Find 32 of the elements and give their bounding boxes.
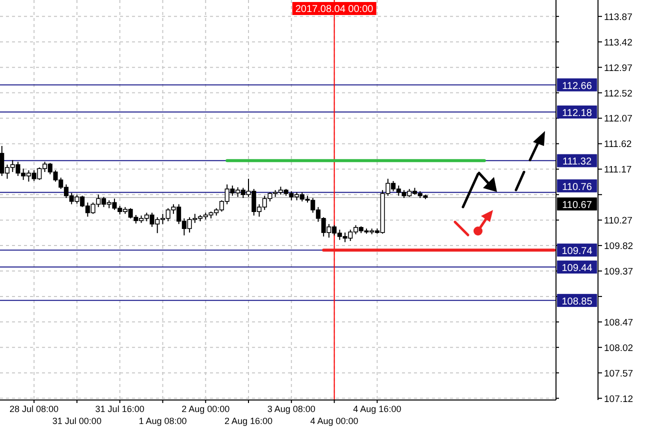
x-tick-label: 2 Aug 00:00 (182, 404, 230, 414)
y-tick-label: 113.42 (604, 37, 632, 48)
x-tick-label: 4 Aug 00:00 (310, 416, 358, 426)
y-tick-label: 108.47 (604, 317, 634, 328)
ref-line-label: 109.44 (562, 263, 593, 274)
x-tick-label: 31 Jul 16:00 (95, 404, 144, 414)
ref-line-label: 112.18 (562, 108, 592, 120)
y-tick-label: 113.87 (604, 12, 632, 23)
x-tick-label: 31 Jul 00:00 (52, 416, 102, 426)
y-tick-label: 107.12 (604, 394, 634, 405)
y-tick-label: 109.82 (604, 241, 634, 252)
x-tick-label: 1 Aug 08:00 (138, 416, 187, 426)
y-tick-label: 112.97 (604, 62, 632, 74)
ref-line-label: 112.66 (562, 80, 592, 92)
ref-line-label: 111.32 (562, 156, 592, 168)
x-tick-label: 28 Jul 08:00 (10, 404, 59, 414)
y-tick-label: 107.57 (604, 368, 634, 380)
ref-line-label: 110.76 (562, 182, 592, 193)
ref-line-label: 2017.08.04 00:00 (295, 4, 374, 15)
x-tick-label: 3 Aug 08:00 (267, 404, 316, 414)
x-tick-label: 2 Aug 16:00 (224, 416, 273, 426)
ref-line-label: 110.67 (562, 200, 592, 211)
x-tick-label: 4 Aug 16:00 (353, 404, 402, 414)
y-tick-label: 111.62 (604, 139, 632, 150)
y-tick-label: 108.02 (604, 342, 634, 354)
y-tick-label: 112.52 (604, 88, 632, 100)
y-tick-label: 109.37 (604, 266, 634, 278)
ref-line-label: 108.85 (562, 296, 593, 308)
y-tick-label: 110.27 (604, 216, 632, 227)
ref-line-label: 109.74 (562, 246, 593, 258)
y-tick-label: 112.07 (604, 114, 632, 125)
y-tick-label: 111.17 (604, 164, 632, 176)
